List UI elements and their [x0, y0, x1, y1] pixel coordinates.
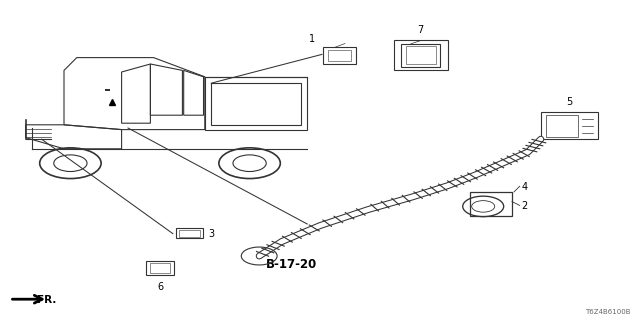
Text: 5: 5 [566, 97, 573, 107]
Bar [546, 115, 578, 137]
Bar [470, 192, 512, 216]
Text: FR.: FR. [37, 295, 56, 305]
Bar [176, 228, 203, 238]
Bar [394, 40, 448, 70]
Text: 6: 6 [157, 282, 163, 292]
Bar [323, 47, 356, 64]
Text: 2: 2 [522, 201, 528, 212]
Bar [406, 46, 436, 64]
Text: 3: 3 [208, 229, 214, 239]
Bar [150, 263, 170, 273]
Text: 4: 4 [522, 182, 528, 192]
Bar [146, 261, 174, 275]
Text: T6Z4B6100B: T6Z4B6100B [585, 309, 630, 315]
Bar [541, 112, 598, 139]
Text: B-17-20: B-17-20 [266, 258, 317, 270]
Bar [179, 230, 200, 237]
Text: 7: 7 [418, 25, 424, 35]
Bar [328, 50, 351, 61]
Text: 1: 1 [308, 34, 315, 44]
Bar [401, 44, 440, 67]
